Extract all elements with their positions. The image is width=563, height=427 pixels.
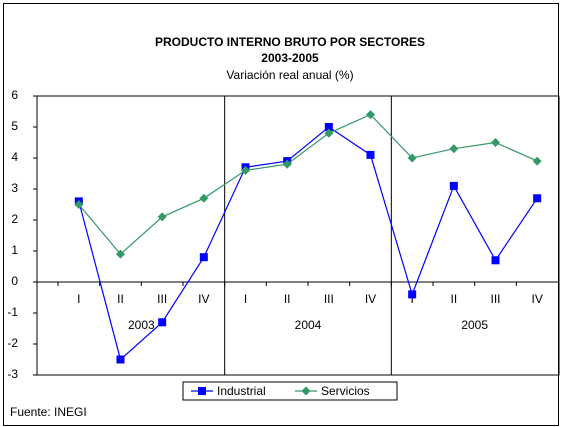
- group-label: 2005: [461, 318, 488, 332]
- legend-label: Servicios: [321, 384, 370, 398]
- legend-marker: [198, 387, 206, 395]
- x-tick-label: II: [117, 292, 124, 306]
- chart-title: PRODUCTO INTERNO BRUTO POR SECTORES: [155, 35, 425, 49]
- x-tick-label: IV: [531, 292, 542, 306]
- y-tick-label: 0: [11, 274, 18, 288]
- axis-label: Variación real anual (%): [226, 68, 353, 82]
- x-tick-label: I: [244, 292, 247, 306]
- x-tick-label: III: [324, 292, 334, 306]
- x-tick-label: II: [450, 292, 457, 306]
- data-point: [74, 200, 84, 209]
- x-tick-label: I: [410, 292, 413, 306]
- chart-frame: [3, 3, 559, 426]
- data-point: [533, 194, 542, 203]
- source-note: Fuente: INEGI: [10, 405, 87, 419]
- y-tick-label: 6: [11, 88, 18, 102]
- y-tick-label: -2: [7, 336, 18, 350]
- y-tick-label: 5: [11, 119, 18, 133]
- data-point: [532, 156, 542, 166]
- y-tick-label: 2: [11, 212, 18, 226]
- plot-frame: [36, 95, 560, 376]
- data-point: [158, 318, 167, 327]
- x-tick-label: II: [284, 292, 291, 306]
- legend-marker: [301, 386, 311, 396]
- data-point: [199, 253, 208, 262]
- y-tick-label: -3: [7, 367, 18, 381]
- data-point: [324, 128, 334, 138]
- y-tick-label: -1: [7, 305, 18, 319]
- data-point: [282, 159, 292, 169]
- data-point: [407, 153, 417, 163]
- data-point: [157, 212, 167, 222]
- y-tick-label: 1: [11, 243, 18, 257]
- data-point: [449, 144, 459, 154]
- x-tick-label: IV: [198, 292, 209, 306]
- group-label: 2004: [295, 318, 322, 332]
- data-point: [449, 181, 458, 190]
- data-point: [324, 123, 333, 131]
- data-point: [241, 165, 250, 175]
- x-tick-label: IV: [365, 292, 376, 306]
- x-tick-label: III: [157, 292, 167, 306]
- y-tick-label: 3: [11, 181, 18, 195]
- y-tick-label: 4: [11, 150, 18, 164]
- data-point: [366, 110, 375, 120]
- data-point: [408, 290, 417, 299]
- data-point: [491, 138, 500, 147]
- x-tick-label: I: [77, 292, 80, 306]
- x-tick-label: III: [490, 292, 500, 306]
- data-point: [199, 193, 209, 203]
- data-point: [491, 256, 500, 265]
- chart-subtitle: 2003-2005: [261, 51, 319, 65]
- data-point: [366, 150, 375, 159]
- data-point: [116, 355, 125, 364]
- legend-box: [182, 381, 398, 401]
- data-point: [116, 249, 125, 259]
- series-line: [78, 126, 538, 361]
- legend-label: Industrial: [217, 384, 266, 398]
- series-line: [78, 113, 538, 255]
- group-label: 2003: [128, 318, 155, 332]
